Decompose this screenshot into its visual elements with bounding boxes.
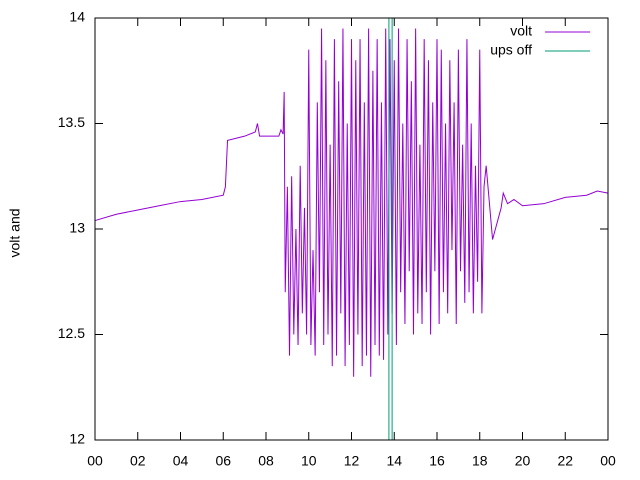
x-tick-label: 16 [429,453,445,469]
y-tick-label: 13.5 [58,114,85,130]
x-tick-label: 04 [173,453,189,469]
x-tick-label: 12 [344,453,360,469]
x-tick-label: 08 [258,453,274,469]
x-tick-label: 00 [87,453,103,469]
legend-label: ups off [490,42,532,58]
plot-frame [94,17,609,441]
x-tick-label: 20 [515,453,531,469]
x-tick-label: 10 [301,453,317,469]
x-tick-label: 06 [215,453,231,469]
y-axis-label: volt and [7,208,23,257]
x-tick-label: 22 [557,453,573,469]
series-line [94,28,609,377]
y-tick-label: 14 [69,9,85,25]
x-tick-label: 02 [130,453,146,469]
y-tick-label: 13 [69,220,85,236]
x-tick-label: 14 [386,453,402,469]
y-tick-label: 12 [69,431,85,447]
y-tick-label: 12.5 [58,325,85,341]
legend-label: volt [510,23,532,39]
x-tick-label: 18 [472,453,488,469]
x-tick-label: 00 [600,453,616,469]
